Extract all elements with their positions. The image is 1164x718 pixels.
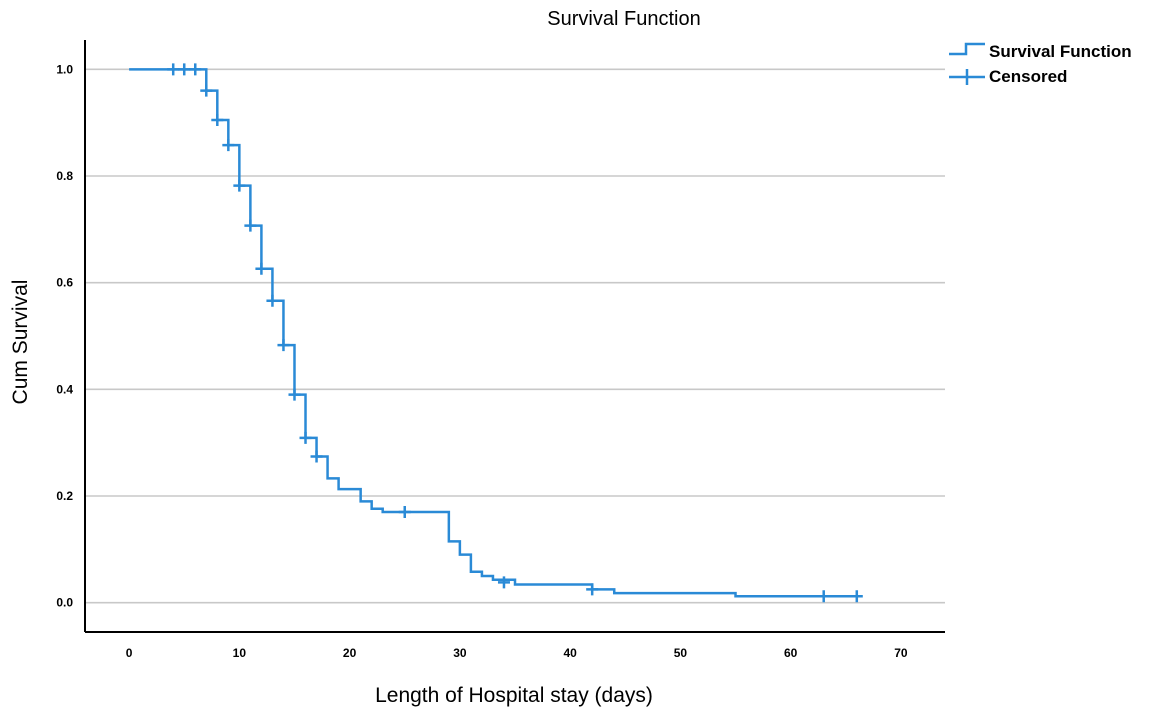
censored-marker [255,262,268,275]
censored-marker [586,583,599,596]
censored-marker [817,590,830,603]
legend-item-censored: Censored [949,67,1067,86]
x-tick-label: 20 [343,646,357,660]
tick-labels: 0.0 0.2 0.4 0.6 0.8 1.0 0 10 20 30 40 50 60 70 [56,62,908,660]
x-tick-label: 50 [674,646,688,660]
chart-title: Survival Function [547,8,700,30]
legend-swatch-censored [949,69,985,85]
y-tick-label: 0.6 [56,276,73,290]
x-tick-label: 60 [784,646,798,660]
x-axis-title: Length of Hospital stay (days) [375,684,653,707]
censored-marker [211,114,224,126]
grid-lines [85,68,945,604]
legend-item-survival-function: Survival Function [949,42,1132,61]
x-tick-label: 70 [894,646,908,660]
x-tick-label: 30 [453,646,467,660]
x-tick-label: 10 [233,646,247,660]
censored-marker [233,179,246,192]
legend-label-survival-function: Survival Function [989,42,1132,61]
censored-marker [222,139,235,152]
censored-marker [299,431,312,444]
axes [84,40,945,633]
censored-marker [178,63,191,76]
series-layer [129,63,863,603]
x-tick-label: 40 [563,646,577,660]
legend: Survival Function Censored [949,42,1132,86]
x-tick-label: 0 [126,646,133,660]
censored-marker [288,388,301,401]
censored-marker [266,294,279,307]
y-axis-title: Cum Survival [9,280,32,405]
y-tick-label: 1.0 [56,62,73,76]
y-tick-label: 0.0 [56,596,73,610]
censored-marker [497,576,510,589]
censored-marker [244,219,257,232]
censored-marker [277,339,290,352]
legend-label-censored: Censored [989,67,1067,86]
y-tick-label: 0.2 [56,489,73,503]
survival-function-line [129,68,857,598]
censored-marker [200,84,213,97]
censored-marker [850,590,863,603]
censored-marker [189,63,202,76]
censored-marker [167,63,180,76]
legend-swatch-survival-function [949,42,985,56]
censored-marker [310,450,323,463]
censored-marker [398,506,411,518]
y-tick-label: 0.8 [56,169,73,183]
y-tick-label: 0.4 [56,382,73,396]
